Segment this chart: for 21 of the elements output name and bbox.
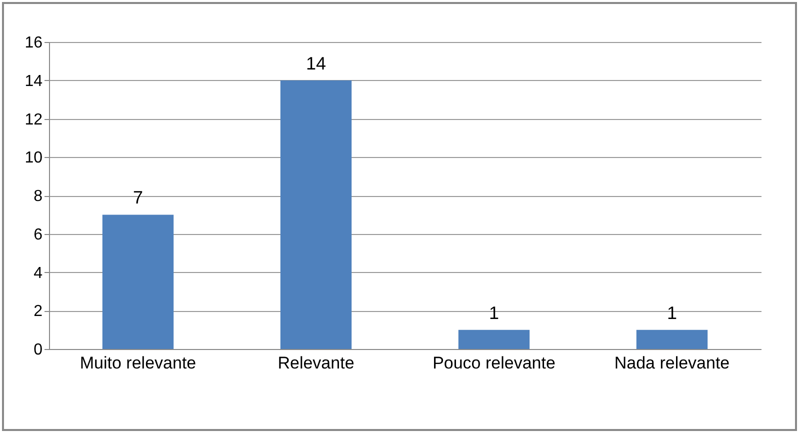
y-tick-label: 16: [24, 34, 43, 52]
x-tick-label: Relevante: [278, 354, 354, 372]
y-tick-label: 2: [34, 303, 43, 320]
y-tick-label: 10: [24, 150, 43, 167]
x-tick-label: Muito relevante: [80, 354, 196, 372]
bar: [280, 80, 352, 349]
y-tick-label: 6: [34, 226, 43, 244]
bar: [636, 330, 708, 349]
data-label: 7: [132, 188, 144, 208]
data-label: 14: [306, 53, 326, 74]
x-tick-label: Nada relevante: [614, 354, 730, 372]
bar: [458, 330, 530, 349]
y-tick-label: 12: [24, 111, 43, 128]
y-tick-label: 8: [34, 188, 43, 205]
y-tick-label: 14: [24, 72, 43, 90]
y-tick-label: 0: [34, 342, 43, 358]
data-label: 1: [666, 302, 678, 323]
y-tick-label: 4: [34, 264, 43, 282]
bar: [102, 214, 174, 349]
data-label: 1: [488, 302, 500, 323]
x-tick-label: Pouco relevante: [432, 354, 556, 372]
